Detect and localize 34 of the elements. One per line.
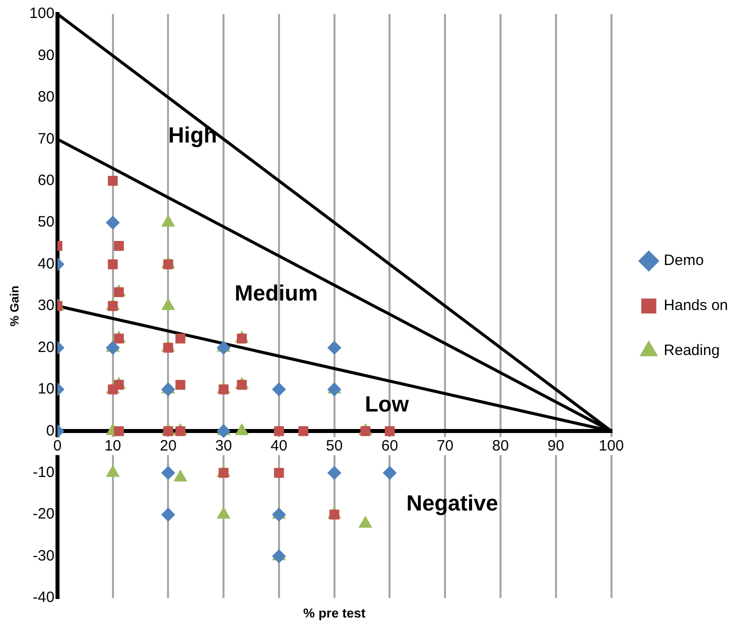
x-tick-label: 60	[381, 437, 398, 454]
y-tick-label: 40	[38, 255, 54, 272]
x-tick-label: 30	[215, 437, 232, 454]
y-tick-label: 90	[38, 46, 54, 64]
y-tick-label: 70	[38, 130, 54, 148]
y-tick-label: 10	[38, 380, 54, 398]
y-axis-title: % Gain	[8, 286, 22, 326]
legend-label: Demo	[664, 252, 704, 270]
y-tick-label: 30	[38, 297, 54, 314]
y-tick-label: 0	[46, 422, 54, 440]
x-axis-title: % pre test	[303, 606, 366, 621]
y-tick-label: -30	[32, 547, 54, 564]
y-tick-label: -40	[32, 589, 54, 606]
y-tick-label: 60	[38, 172, 54, 189]
legend-label: Reading	[664, 342, 720, 360]
y-tick-label: -10	[32, 464, 54, 481]
x-tick-label: 100	[598, 437, 624, 454]
y-tick-label: 50	[38, 214, 54, 231]
x-tick-label: 70	[436, 437, 454, 454]
y-tick-label: 20	[38, 338, 54, 356]
x-tick-label: 80	[492, 437, 509, 454]
x-tick-label: 20	[160, 437, 177, 454]
annotation: Low	[364, 391, 410, 416]
x-tick-label: 40	[270, 437, 288, 454]
y-tick-label: 80	[38, 88, 54, 106]
annotation: Negative	[406, 490, 498, 516]
y-tick-label: 100	[29, 5, 54, 22]
y-tick-label: -20	[32, 506, 54, 523]
x-tick-label: 90	[548, 437, 564, 454]
x-tick-label: 50	[326, 437, 343, 454]
legend-label: Hands on	[664, 297, 728, 314]
annotation: High	[168, 122, 218, 148]
annotation: Medium	[234, 280, 318, 306]
x-tick-label: 10	[104, 437, 122, 454]
